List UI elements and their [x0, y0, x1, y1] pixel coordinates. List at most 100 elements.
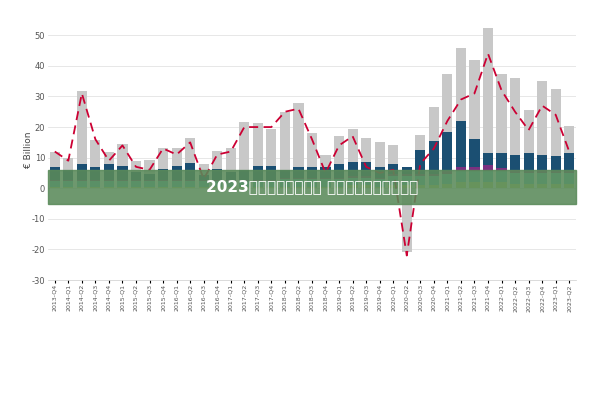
Bar [280, 112, 290, 170]
Bar [564, 172, 574, 173]
Bar [77, 164, 87, 180]
Bar [456, 182, 466, 188]
Bar [401, 188, 412, 252]
Bar [524, 172, 533, 173]
Bar [199, 187, 209, 188]
Bar [320, 187, 331, 188]
Bar [551, 156, 561, 172]
Bar [239, 122, 250, 170]
Bar [524, 110, 533, 153]
Bar [226, 148, 236, 172]
Bar [320, 167, 331, 178]
Bar [145, 174, 155, 180]
Bar [239, 187, 250, 188]
Bar [131, 180, 141, 187]
Bar [347, 162, 358, 176]
Bar [442, 184, 452, 188]
Bar [158, 169, 168, 180]
Bar [50, 152, 60, 168]
Bar [429, 174, 439, 176]
Bar [91, 140, 100, 168]
Bar [524, 184, 533, 188]
Bar [253, 123, 263, 166]
Y-axis label: € Billion: € Billion [25, 132, 34, 168]
Bar [131, 187, 141, 188]
Bar [347, 178, 358, 185]
Bar [307, 133, 317, 167]
Bar [361, 138, 371, 162]
Bar [537, 154, 547, 170]
Bar [401, 185, 412, 188]
Bar [469, 139, 479, 167]
Bar [118, 187, 128, 188]
Bar [226, 172, 236, 180]
Bar [118, 180, 128, 187]
Bar [91, 187, 100, 188]
Bar [239, 180, 250, 187]
Bar [320, 179, 331, 187]
Bar [266, 129, 277, 166]
Bar [537, 173, 547, 184]
Bar [415, 185, 425, 188]
Bar [551, 172, 561, 173]
Bar [429, 176, 439, 185]
Bar [50, 187, 60, 188]
Bar [307, 187, 317, 188]
Bar [429, 185, 439, 188]
Bar [158, 148, 168, 169]
Bar [50, 168, 60, 180]
Bar [131, 172, 141, 180]
Bar [77, 180, 87, 187]
Bar [226, 187, 236, 188]
Bar [401, 174, 412, 176]
Bar [551, 173, 561, 184]
Bar [496, 172, 506, 182]
Bar [361, 178, 371, 185]
Bar [185, 163, 195, 180]
Bar [564, 153, 574, 172]
Bar [50, 180, 60, 187]
Bar [266, 166, 277, 180]
Bar [347, 176, 358, 178]
Bar [334, 179, 344, 187]
Bar [185, 180, 195, 187]
Bar [483, 165, 493, 172]
Bar [172, 187, 182, 188]
Bar [131, 161, 141, 172]
Bar [253, 187, 263, 188]
Bar [293, 178, 304, 179]
Bar [361, 185, 371, 188]
Bar [239, 170, 250, 180]
Bar [334, 178, 344, 179]
Bar [185, 138, 195, 163]
Bar [145, 160, 155, 174]
Bar [537, 184, 547, 188]
Bar [496, 74, 506, 153]
Bar [524, 153, 533, 172]
Bar [347, 185, 358, 188]
Bar [293, 179, 304, 187]
Bar [77, 91, 87, 164]
Bar [347, 128, 358, 162]
Bar [510, 78, 520, 154]
Bar [293, 187, 304, 188]
Bar [469, 182, 479, 188]
Bar [442, 174, 452, 184]
Bar [401, 167, 412, 174]
Bar [537, 170, 547, 173]
Bar [388, 176, 398, 185]
Bar [442, 172, 452, 174]
Bar [48, 170, 576, 204]
Bar [293, 102, 304, 167]
Bar [551, 184, 561, 188]
Bar [307, 179, 317, 187]
Bar [388, 164, 398, 174]
Bar [293, 167, 304, 178]
Bar [212, 180, 223, 187]
Bar [63, 158, 73, 170]
Bar [280, 187, 290, 188]
Bar [388, 185, 398, 188]
Bar [199, 175, 209, 180]
Bar [104, 187, 114, 188]
Bar [361, 176, 371, 178]
